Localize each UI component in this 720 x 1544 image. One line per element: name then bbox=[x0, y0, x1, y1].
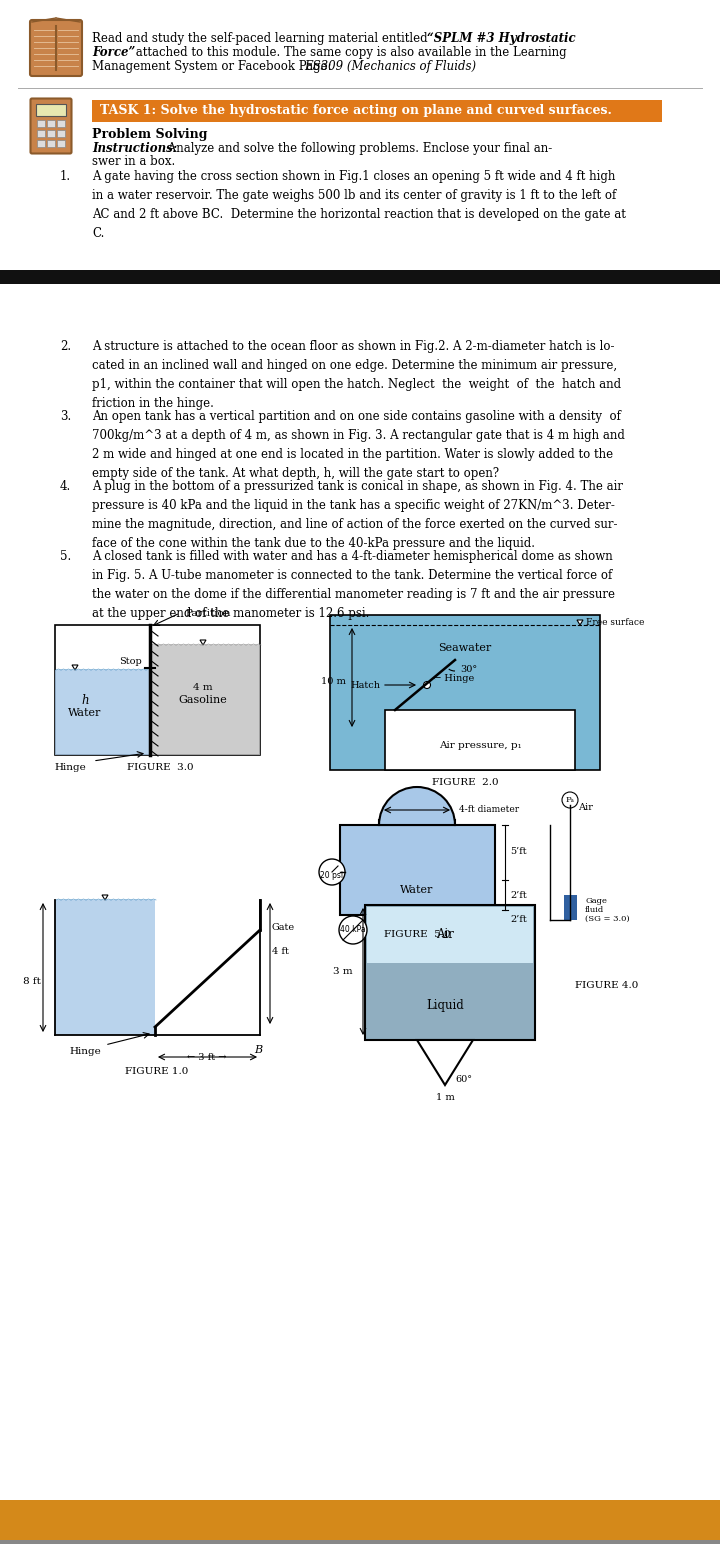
Wedge shape bbox=[379, 787, 455, 824]
Text: An open tank has a vertical partition and on one side contains gasoline with a d: An open tank has a vertical partition an… bbox=[92, 411, 625, 480]
Bar bbox=[0, 1501, 720, 1539]
Text: Management System or Facebook Page:: Management System or Facebook Page: bbox=[92, 60, 336, 73]
Text: 5’ft: 5’ft bbox=[510, 848, 526, 857]
Text: Hinge: Hinge bbox=[54, 763, 86, 772]
Bar bbox=[57, 141, 65, 147]
Text: Gate: Gate bbox=[272, 922, 295, 931]
Circle shape bbox=[319, 858, 345, 885]
Text: FIGURE 1.0: FIGURE 1.0 bbox=[125, 1067, 189, 1076]
Text: Seawater: Seawater bbox=[438, 642, 492, 653]
Text: 4 ft: 4 ft bbox=[272, 948, 289, 956]
Text: 20 psi: 20 psi bbox=[320, 871, 343, 880]
Text: FIGURE  3.0: FIGURE 3.0 bbox=[127, 763, 193, 772]
Bar bbox=[0, 1539, 720, 1544]
Polygon shape bbox=[577, 621, 583, 625]
Text: Air: Air bbox=[436, 928, 454, 942]
Bar bbox=[150, 645, 260, 755]
Text: attached to this module. The same copy is also available in the Learning: attached to this module. The same copy i… bbox=[132, 46, 567, 59]
Bar bbox=[36, 103, 66, 116]
Bar bbox=[55, 670, 150, 755]
Circle shape bbox=[339, 916, 367, 943]
Bar bbox=[47, 130, 55, 137]
Text: Air: Air bbox=[578, 803, 593, 812]
FancyBboxPatch shape bbox=[30, 20, 82, 76]
Text: 40 kPa: 40 kPa bbox=[340, 925, 366, 934]
Bar bbox=[57, 130, 65, 137]
Polygon shape bbox=[102, 896, 108, 900]
Text: “SPLM #3 Hydrostatic: “SPLM #3 Hydrostatic bbox=[427, 32, 575, 45]
Text: 4-ft diameter: 4-ft diameter bbox=[459, 806, 519, 815]
Bar bbox=[0, 270, 720, 284]
Bar bbox=[37, 141, 45, 147]
Text: Hinge: Hinge bbox=[69, 1047, 101, 1056]
Bar bbox=[340, 824, 495, 916]
Text: FIGURE  2.0: FIGURE 2.0 bbox=[432, 778, 498, 787]
Circle shape bbox=[423, 681, 431, 689]
Text: A gate having the cross section shown in Fig.1 closes an opening 5 ft wide and 4: A gate having the cross section shown in… bbox=[92, 170, 626, 239]
Text: 5.: 5. bbox=[60, 550, 71, 564]
Text: 8 ft: 8 ft bbox=[23, 977, 41, 987]
Text: FIGURE  5.0: FIGURE 5.0 bbox=[384, 929, 450, 939]
Text: Gage
fluid
(SG = 3.0): Gage fluid (SG = 3.0) bbox=[585, 897, 629, 923]
Text: B: B bbox=[254, 1045, 262, 1055]
Bar bbox=[0, 284, 720, 329]
Bar bbox=[55, 625, 260, 755]
Text: Read and study the self-paced learning material entitled: Read and study the self-paced learning m… bbox=[92, 32, 431, 45]
Text: 1.: 1. bbox=[60, 170, 71, 184]
Text: Force”: Force” bbox=[92, 46, 135, 59]
Polygon shape bbox=[200, 641, 206, 645]
Bar bbox=[55, 900, 155, 1034]
Bar bbox=[47, 141, 55, 147]
Text: Stop: Stop bbox=[120, 658, 142, 665]
Bar bbox=[57, 120, 65, 127]
Text: ← Hinge: ← Hinge bbox=[433, 675, 474, 682]
Bar bbox=[564, 896, 577, 920]
Bar bbox=[37, 120, 45, 127]
Text: 2’ft: 2’ft bbox=[510, 891, 527, 900]
Text: A closed tank is filled with water and has a 4-ft-diameter hemispherical dome as: A closed tank is filled with water and h… bbox=[92, 550, 615, 621]
FancyBboxPatch shape bbox=[30, 99, 71, 153]
Text: Air pressure, p₁: Air pressure, p₁ bbox=[438, 741, 521, 749]
Text: 3.: 3. bbox=[60, 411, 71, 423]
Circle shape bbox=[562, 792, 578, 808]
Text: Partition: Partition bbox=[185, 608, 230, 618]
Text: 3 m: 3 m bbox=[333, 968, 353, 976]
Text: Water: Water bbox=[68, 709, 102, 718]
Bar bbox=[330, 615, 600, 770]
Text: Free surface: Free surface bbox=[586, 618, 644, 627]
Text: ES309 (Mechanics of Fluids): ES309 (Mechanics of Fluids) bbox=[304, 60, 476, 73]
Text: Problem Solving: Problem Solving bbox=[92, 128, 207, 141]
Text: Pₐ: Pₐ bbox=[566, 797, 575, 804]
Text: Analyze and solve the following problems. Enclose your final an-: Analyze and solve the following problems… bbox=[164, 142, 552, 154]
Text: 2’ft: 2’ft bbox=[510, 916, 527, 925]
Text: FIGURE 4.0: FIGURE 4.0 bbox=[575, 980, 639, 990]
Text: Hatch: Hatch bbox=[350, 681, 380, 690]
Text: Instructions:: Instructions: bbox=[92, 142, 177, 154]
Text: h: h bbox=[81, 693, 89, 707]
Text: 10 m: 10 m bbox=[321, 678, 346, 687]
Text: A plug in the bottom of a pressurized tank is conical in shape, as shown in Fig.: A plug in the bottom of a pressurized ta… bbox=[92, 480, 623, 550]
Text: Water: Water bbox=[400, 885, 433, 896]
Bar bbox=[367, 906, 533, 963]
Bar bbox=[92, 100, 662, 122]
Text: swer in a box.: swer in a box. bbox=[92, 154, 175, 168]
Text: 4 m: 4 m bbox=[193, 682, 213, 692]
Polygon shape bbox=[72, 665, 78, 670]
Bar bbox=[385, 710, 575, 770]
Bar bbox=[365, 905, 535, 1041]
Text: Liquid: Liquid bbox=[426, 999, 464, 1011]
Text: Gasoline: Gasoline bbox=[179, 695, 228, 706]
Text: 1 m: 1 m bbox=[436, 1093, 454, 1102]
Text: 30°: 30° bbox=[460, 665, 477, 675]
Text: TASK 1: Solve the hydrostatic force acting on plane and curved surfaces.: TASK 1: Solve the hydrostatic force acti… bbox=[100, 103, 612, 117]
Text: 4.: 4. bbox=[60, 480, 71, 493]
Bar bbox=[37, 130, 45, 137]
Text: 2.: 2. bbox=[60, 340, 71, 354]
Text: ← 3 ft →: ← 3 ft → bbox=[187, 1053, 227, 1062]
Text: A structure is attached to the ocean floor as shown in Fig.2. A 2-m-diameter hat: A structure is attached to the ocean flo… bbox=[92, 340, 621, 411]
Text: 60°: 60° bbox=[455, 1075, 472, 1084]
Bar bbox=[47, 120, 55, 127]
Polygon shape bbox=[417, 1041, 473, 1085]
